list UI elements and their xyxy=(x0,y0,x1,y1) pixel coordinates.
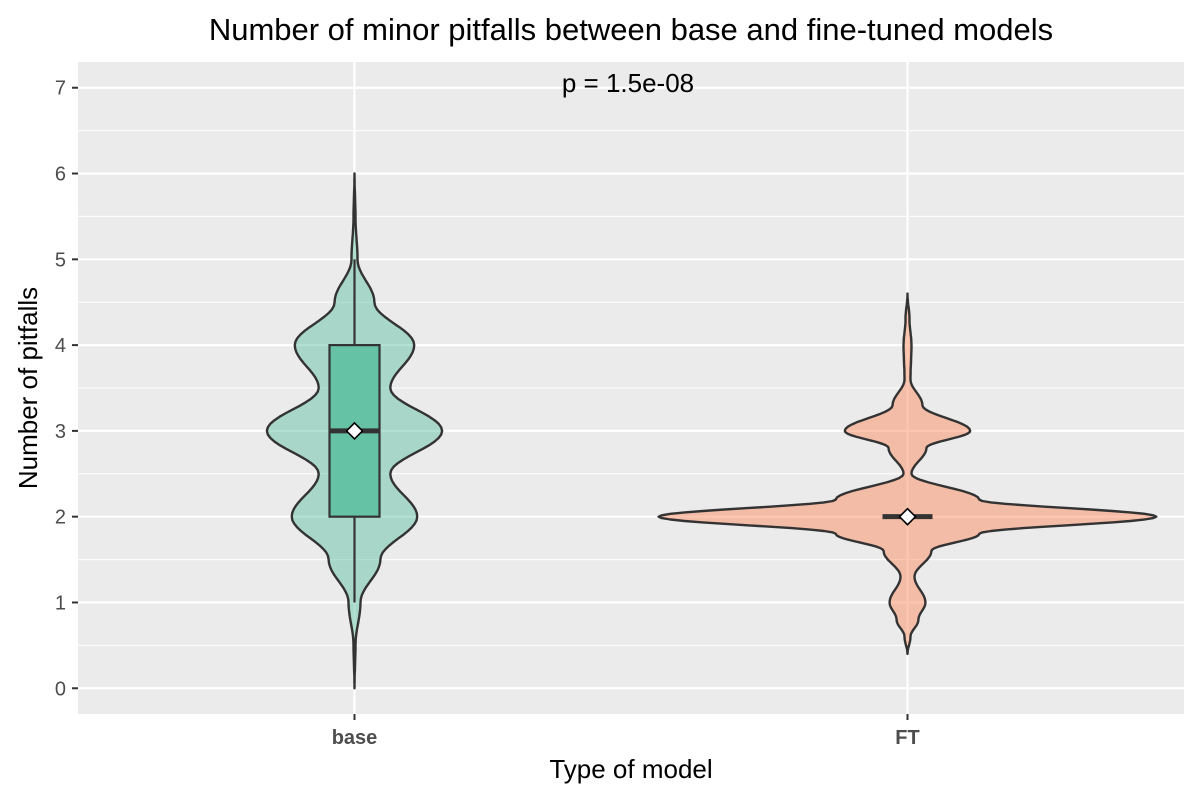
y-tick-label: 5 xyxy=(55,249,66,271)
violin-ft xyxy=(657,292,1158,656)
y-tick-label: 6 xyxy=(55,164,66,186)
x-tick-label-ft: FT xyxy=(895,727,919,749)
x-tick-label-base: base xyxy=(332,727,378,749)
y-axis-title: Number of pitfalls xyxy=(13,287,43,489)
p-value-annotation: p = 1.5e-08 xyxy=(562,68,694,98)
chart-title: Number of minor pitfalls between base an… xyxy=(209,12,1053,47)
y-tick-label: 0 xyxy=(55,678,66,700)
y-tick-label: 3 xyxy=(55,421,66,443)
y-tick-label: 1 xyxy=(55,592,66,614)
y-tick-label: 2 xyxy=(55,507,66,529)
y-tick-label: 7 xyxy=(55,78,66,100)
mean-marker-base xyxy=(345,421,364,441)
x-axis-title: Type of model xyxy=(549,754,712,784)
mean-marker-ft xyxy=(898,507,917,526)
box-layer xyxy=(328,259,933,603)
axis-layer: 0 1 2 3 4 5 6 7 base FT xyxy=(55,78,920,749)
y-tick-label: 4 xyxy=(55,335,66,357)
